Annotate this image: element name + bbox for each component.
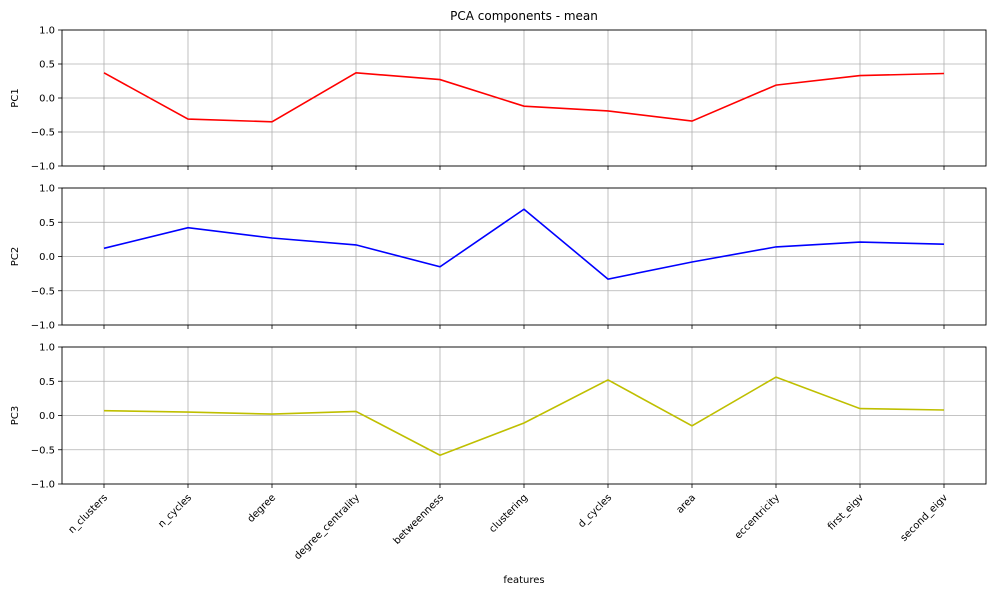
y-tick-label: −1.0 [31,321,55,332]
axes-frame [61,187,987,326]
series-line-pc3 [103,376,945,457]
y-tick-label: 1.0 [39,26,55,37]
series-line-pc1 [103,71,945,123]
x-tick-label: eccentricity [733,492,782,541]
y-tick-label: 0.5 [39,377,55,388]
x-tick-label: clustering [487,492,530,535]
x-tick-label: degree [246,492,279,525]
y-tick-label: 0.0 [39,94,55,105]
x-tick-label: d_cycles [576,492,614,530]
y-tick-label: −0.5 [31,128,55,139]
subplots: 1.0 0.5 0.0 −0.5 −1.0 PC1 1.0 0.5 0.0 −0.5 −1.0 PC2… [10,26,987,562]
y-tick-label: 1.0 [39,184,55,195]
x-tick-label: degree_centrality [292,492,362,562]
x-tick-label: n_clusters [67,492,111,536]
y-tick-label: −0.5 [31,286,55,297]
y-axis-label-pc3: PC3 [10,406,21,425]
y-tick-label: 0.5 [39,60,55,71]
axes-frame [61,29,987,167]
subplot-pc1: 1.0 0.5 0.0 −0.5 −1.0 PC1 [10,26,987,173]
x-tick-label: n_cycles [156,492,194,530]
y-tick-label: −1.0 [31,480,55,491]
x-tick-label: betweenness [392,492,447,547]
subplot-pc3: 1.0 0.5 0.0 −0.5 −1.0 PC3 [10,343,987,491]
y-tick-label: 1.0 [39,343,55,354]
x-tick-label: area [675,492,699,516]
x-tick-label: second_eigv [899,492,951,544]
x-axis-label: features [503,575,544,586]
axes-frame [61,346,987,485]
chart-title: PCA components - mean [450,9,598,23]
y-tick-label: 0.0 [39,411,55,422]
y-tick-label: −1.0 [31,162,55,173]
x-tick-label: first_eigv [826,492,866,532]
y-axis-label-pc2: PC2 [10,247,21,266]
y-tick-label: 0.0 [39,252,55,263]
subplot-pc2: 1.0 0.5 0.0 −0.5 −1.0 PC2 [10,184,987,332]
series-line-pc2 [103,208,945,280]
y-tick-label: 0.5 [39,218,55,229]
y-tick-label: −0.5 [31,445,55,456]
y-axis-label-pc1: PC1 [10,88,21,107]
